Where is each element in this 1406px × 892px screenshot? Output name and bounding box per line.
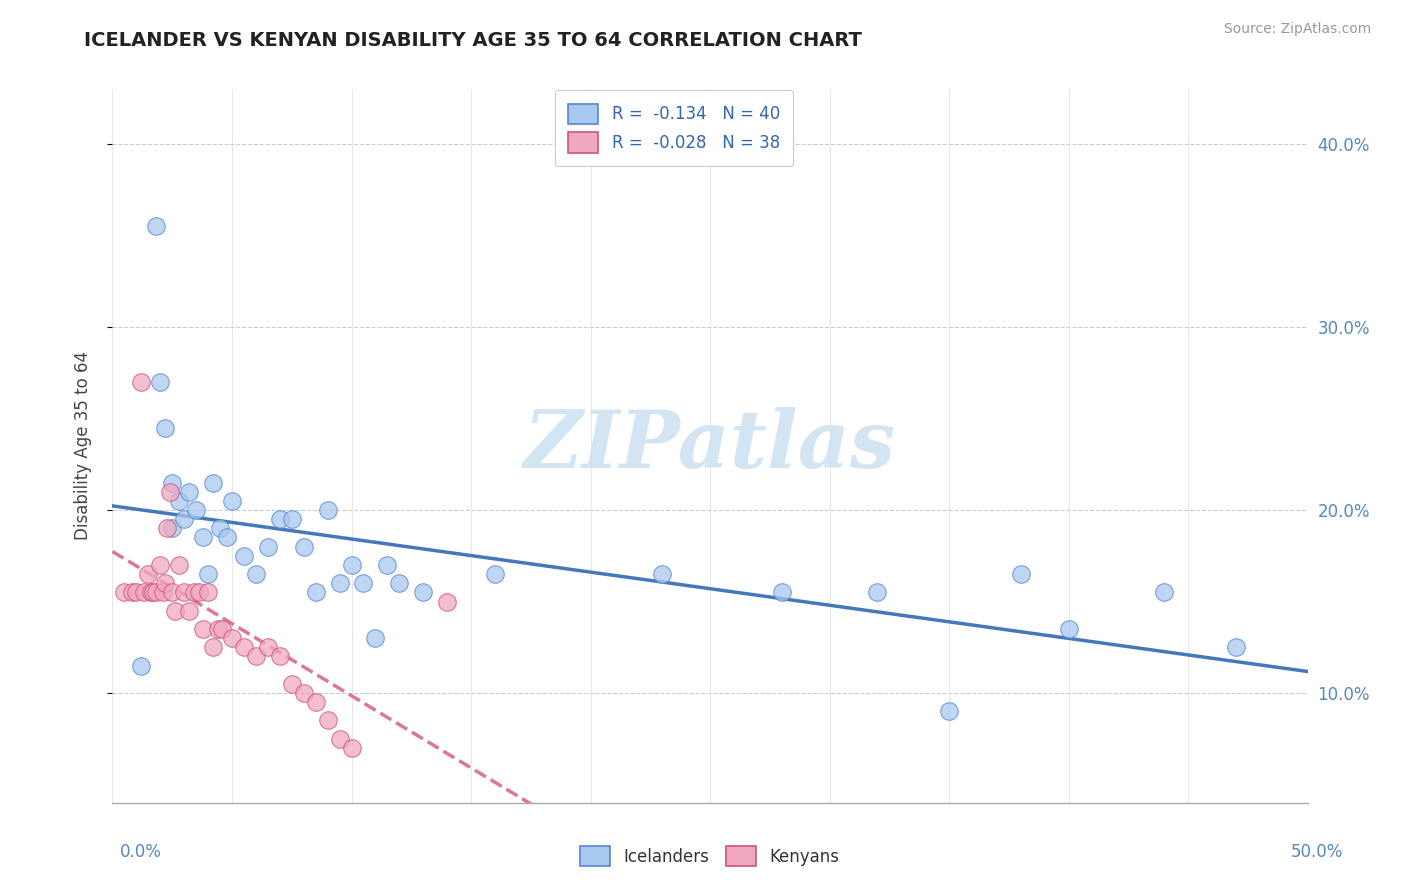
Point <box>129 375 152 389</box>
Point <box>1010 567 1032 582</box>
Point <box>257 640 280 655</box>
Point <box>149 375 172 389</box>
Point <box>121 585 143 599</box>
Point <box>316 503 339 517</box>
Point <box>209 521 232 535</box>
Point <box>129 658 152 673</box>
Point <box>938 704 960 718</box>
Point <box>233 640 256 655</box>
Point <box>257 540 280 554</box>
Point <box>169 494 191 508</box>
Point <box>281 512 304 526</box>
Point <box>221 631 243 645</box>
Point <box>169 558 191 572</box>
Point <box>305 585 328 599</box>
Point <box>162 585 183 599</box>
Point <box>211 622 233 636</box>
Point <box>187 585 209 599</box>
Point <box>770 585 793 599</box>
Point <box>305 695 328 709</box>
Point <box>436 594 458 608</box>
Point <box>177 604 200 618</box>
Point <box>138 567 160 582</box>
Point <box>139 585 162 599</box>
Point <box>173 512 195 526</box>
Point <box>281 677 304 691</box>
Point <box>340 740 363 755</box>
Point <box>316 714 339 728</box>
Point <box>142 585 165 599</box>
Point <box>412 585 434 599</box>
Legend: Icelanders, Kenyans: Icelanders, Kenyans <box>574 839 846 873</box>
Text: Source: ZipAtlas.com: Source: ZipAtlas.com <box>1223 22 1371 37</box>
Point <box>484 567 506 582</box>
Y-axis label: Disability Age 35 to 64: Disability Age 35 to 64 <box>73 351 91 541</box>
Point <box>329 576 352 591</box>
Point <box>186 503 208 517</box>
Point <box>221 494 243 508</box>
Point <box>388 576 411 591</box>
Point <box>177 484 200 499</box>
Point <box>201 475 224 490</box>
Point <box>364 631 387 645</box>
Text: 50.0%: 50.0% <box>1291 843 1343 861</box>
Point <box>152 585 174 599</box>
Point <box>217 531 239 545</box>
Point <box>377 558 399 572</box>
Text: 0.0%: 0.0% <box>120 843 162 861</box>
Point <box>352 576 374 591</box>
Point <box>651 567 673 582</box>
Point <box>145 219 167 234</box>
Point <box>269 512 291 526</box>
Point <box>162 475 183 490</box>
Point <box>125 585 148 599</box>
Point <box>197 585 219 599</box>
Point <box>245 649 267 664</box>
Point <box>1153 585 1175 599</box>
Point <box>145 585 167 599</box>
Point <box>183 585 205 599</box>
Point <box>340 558 363 572</box>
Point <box>159 484 181 499</box>
Point <box>193 622 215 636</box>
Text: ICELANDER VS KENYAN DISABILITY AGE 35 TO 64 CORRELATION CHART: ICELANDER VS KENYAN DISABILITY AGE 35 TO… <box>84 31 862 50</box>
Point <box>329 731 352 746</box>
Point <box>114 585 135 599</box>
Point <box>193 531 215 545</box>
Point <box>156 521 179 535</box>
Text: ZIPatlas: ZIPatlas <box>524 408 896 484</box>
Point <box>233 549 256 563</box>
Point <box>163 604 186 618</box>
Point <box>153 576 176 591</box>
Point <box>269 649 291 664</box>
Point <box>1057 622 1080 636</box>
Point <box>292 540 315 554</box>
Point <box>173 585 195 599</box>
Point <box>201 640 224 655</box>
Point <box>292 686 315 700</box>
Point <box>162 521 183 535</box>
Point <box>207 622 229 636</box>
Point <box>866 585 889 599</box>
Point <box>132 585 155 599</box>
Point <box>153 420 176 434</box>
Point <box>245 567 267 582</box>
Point <box>149 558 172 572</box>
Point <box>1225 640 1247 655</box>
Point <box>197 567 219 582</box>
